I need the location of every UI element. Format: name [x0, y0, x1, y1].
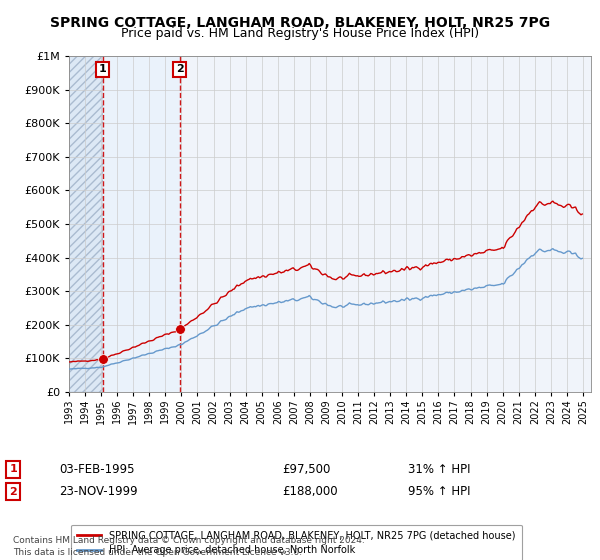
- Text: £97,500: £97,500: [282, 463, 331, 476]
- Text: 23-NOV-1999: 23-NOV-1999: [59, 485, 137, 498]
- Text: 2: 2: [10, 487, 17, 497]
- Text: £188,000: £188,000: [282, 485, 338, 498]
- Text: 1: 1: [98, 64, 106, 74]
- Text: 31% ↑ HPI: 31% ↑ HPI: [408, 463, 470, 476]
- Text: 03-FEB-1995: 03-FEB-1995: [59, 463, 134, 476]
- Bar: [69, 56, 103, 392]
- Text: Contains HM Land Registry data © Crown copyright and database right 2024.
This d: Contains HM Land Registry data © Crown c…: [13, 536, 365, 557]
- Text: 1: 1: [10, 464, 17, 474]
- Legend: SPRING COTTAGE, LANGHAM ROAD, BLAKENEY, HOLT, NR25 7PG (detached house), HPI: Av: SPRING COTTAGE, LANGHAM ROAD, BLAKENEY, …: [71, 525, 521, 560]
- Text: 95% ↑ HPI: 95% ↑ HPI: [408, 485, 470, 498]
- Bar: [103, 56, 180, 392]
- Text: SPRING COTTAGE, LANGHAM ROAD, BLAKENEY, HOLT, NR25 7PG: SPRING COTTAGE, LANGHAM ROAD, BLAKENEY, …: [50, 16, 550, 30]
- Text: Price paid vs. HM Land Registry's House Price Index (HPI): Price paid vs. HM Land Registry's House …: [121, 27, 479, 40]
- Text: 2: 2: [176, 64, 184, 74]
